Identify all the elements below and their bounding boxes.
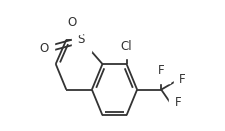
Text: O: O [39,42,48,55]
Text: F: F [174,96,181,109]
Text: F: F [157,64,164,77]
Text: F: F [178,73,185,86]
Text: Cl: Cl [120,40,132,53]
Text: S: S [77,33,85,46]
Text: O: O [67,16,76,29]
